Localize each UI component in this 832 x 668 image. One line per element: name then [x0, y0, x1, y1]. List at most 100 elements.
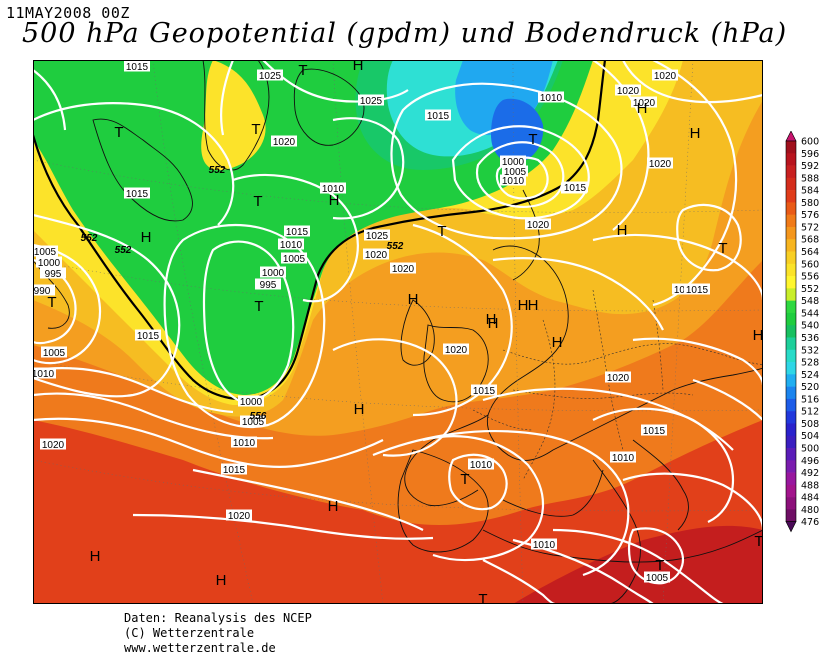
legend-label: 484	[801, 493, 819, 504]
legend-swatch	[786, 300, 796, 314]
legend-swatch	[786, 386, 796, 400]
legend-swatch	[786, 312, 796, 326]
geopotential-label: 552	[81, 233, 98, 244]
svg-text:1020: 1020	[42, 440, 65, 451]
pressure-label: 1020	[605, 371, 631, 384]
pressure-center: H	[617, 222, 628, 239]
legend-swatch	[786, 349, 796, 363]
weather-map: 1015 1025 1010 1020 1025 1015 1020 1015 …	[33, 60, 763, 604]
pressure-label: 995	[40, 267, 66, 280]
chart-date: 11MAY2008 00Z	[6, 4, 130, 22]
pressure-label: 1015	[124, 60, 150, 73]
pressure-label: 1010	[531, 538, 557, 551]
legend-label: 512	[801, 407, 819, 418]
svg-text:1010: 1010	[33, 369, 55, 380]
legend-label: 540	[801, 321, 819, 332]
svg-text:1020: 1020	[654, 71, 677, 82]
pressure-center: T	[251, 121, 260, 138]
legend-swatch	[786, 472, 796, 486]
pressure-label: 1020	[443, 343, 469, 356]
geopotential-label: 552	[387, 241, 404, 252]
svg-text:1010: 1010	[540, 93, 563, 104]
pressure-center: T	[437, 223, 446, 240]
pressure-center: T	[718, 240, 727, 257]
svg-text:1025: 1025	[366, 231, 389, 242]
pressure-center: T	[253, 193, 262, 210]
pressure-label: 1010	[231, 436, 257, 449]
legend-swatch	[786, 423, 796, 437]
svg-text:1020: 1020	[607, 373, 630, 384]
svg-text:1025: 1025	[360, 96, 383, 107]
pressure-center: T	[114, 124, 123, 141]
pressure-label: 1000	[238, 395, 264, 408]
pressure-label: 1015	[124, 187, 150, 200]
svg-text:1010: 1010	[233, 438, 256, 449]
svg-text:1015: 1015	[427, 111, 450, 122]
legend-label: 476	[801, 517, 819, 528]
pressure-center: H	[488, 315, 499, 332]
svg-text:995: 995	[260, 280, 277, 291]
color-legend: 6005965925885845805765725685645605565525…	[785, 131, 819, 533]
svg-text:1015: 1015	[686, 285, 709, 296]
pressure-center: H	[354, 401, 365, 418]
svg-text:1015: 1015	[564, 183, 587, 194]
legend-label: 516	[801, 394, 819, 405]
legend-label: 500	[801, 444, 819, 455]
pressure-center: T	[655, 557, 664, 574]
legend-swatch	[786, 226, 796, 240]
pressure-center: H	[690, 125, 701, 142]
pressure-center: T	[754, 533, 763, 550]
legend-label: 568	[801, 235, 819, 246]
legend-swatch	[786, 214, 796, 228]
svg-text:990: 990	[34, 286, 51, 297]
legend-label: 584	[801, 186, 819, 197]
pressure-center: T	[254, 298, 263, 315]
pressure-label: 1010	[610, 451, 636, 464]
legend-bar	[785, 131, 797, 533]
svg-text:1015: 1015	[473, 386, 496, 397]
pressure-center: H	[518, 297, 529, 314]
legend-swatch	[786, 484, 796, 498]
svg-text:1005: 1005	[646, 573, 669, 584]
pressure-label: 1010	[33, 367, 56, 380]
pressure-label: 1015	[221, 463, 247, 476]
legend-label: 496	[801, 456, 819, 467]
svg-text:995: 995	[45, 269, 62, 280]
pressure-label: 990	[33, 284, 55, 297]
pressure-center: H	[328, 498, 339, 515]
svg-text:1020: 1020	[527, 220, 550, 231]
pressure-center: H	[408, 291, 419, 308]
svg-text:1000: 1000	[240, 397, 263, 408]
legend-label: 596	[801, 149, 819, 160]
legend-swatch	[786, 362, 796, 375]
legend-swatch	[786, 497, 796, 510]
credits-url[interactable]: www.wetterzentrale.de	[124, 641, 276, 655]
svg-text:1005: 1005	[43, 348, 66, 359]
legend-label: 588	[801, 173, 819, 184]
legend-swatch	[786, 435, 796, 449]
pressure-label: 1020	[271, 135, 297, 148]
legend-frame	[785, 140, 797, 522]
legend-swatch	[786, 411, 796, 424]
legend-label: 508	[801, 419, 819, 430]
geopotential-label: 552	[115, 245, 132, 256]
svg-text:1015: 1015	[126, 189, 149, 200]
geopotential-label: 552	[209, 165, 226, 176]
legend-label: 520	[801, 382, 819, 393]
svg-text:1010: 1010	[533, 540, 556, 551]
pressure-label: 1000	[36, 256, 62, 269]
legend-swatch	[786, 337, 796, 351]
pressure-label: 1000	[260, 266, 286, 279]
legend-label: 576	[801, 210, 819, 221]
pressure-label: 1020	[631, 96, 657, 109]
legend-swatch	[786, 398, 796, 412]
svg-text:1020: 1020	[228, 511, 251, 522]
svg-text:1005: 1005	[34, 247, 57, 258]
pressure-label: 1020	[652, 69, 678, 82]
svg-text:1020: 1020	[617, 86, 640, 97]
pressure-label: 1010	[538, 91, 564, 104]
pressure-center: H	[486, 311, 497, 328]
legend-label: 560	[801, 259, 819, 270]
legend-swatch	[786, 190, 796, 203]
svg-text:1005: 1005	[504, 167, 527, 178]
